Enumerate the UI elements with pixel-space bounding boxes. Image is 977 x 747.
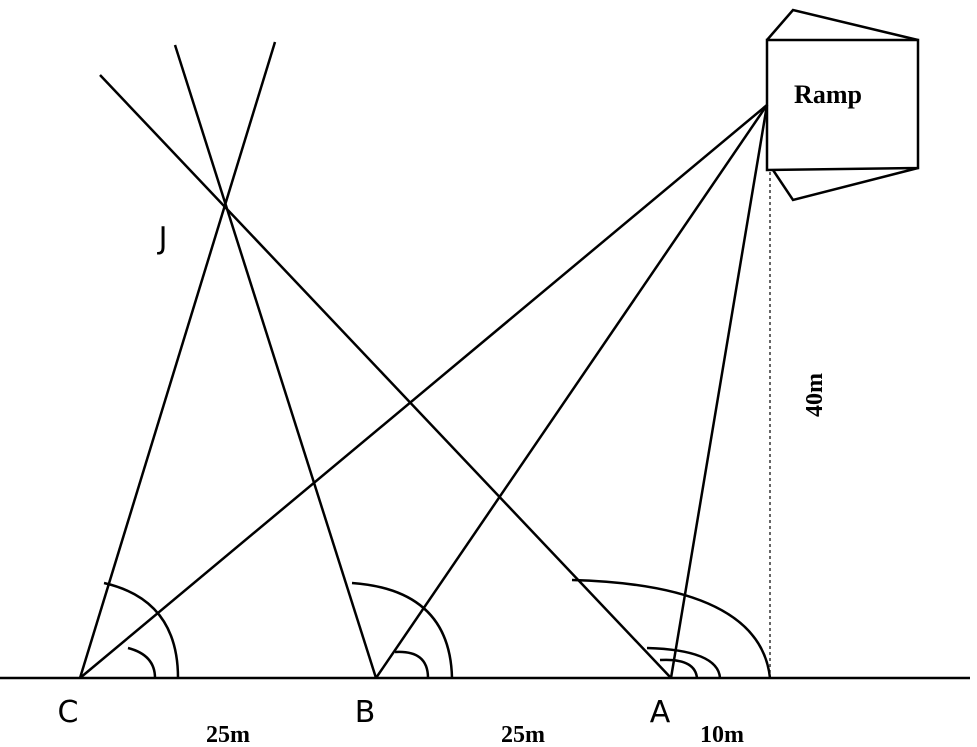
sight-line-a	[669, 104, 769, 679]
sight-line-b-j	[173, 44, 378, 679]
height-label: 40m	[802, 373, 828, 417]
sight-line-c-j	[78, 41, 277, 679]
distance-label: 25m	[206, 722, 250, 747]
angle-arcs	[103, 578, 772, 679]
sight-line-b	[374, 104, 769, 679]
sight-line-c	[79, 104, 768, 679]
ramp-shape	[765, 8, 920, 202]
ramp-label: Ramp	[794, 80, 862, 109]
distance-label: 10m	[700, 722, 744, 747]
point-label: C	[58, 695, 79, 730]
point-label: B	[355, 695, 376, 730]
sight-line-a-j	[99, 74, 672, 679]
point-label: J	[157, 221, 168, 256]
point-label: A	[650, 695, 671, 730]
distance-label: 25m	[501, 722, 545, 747]
